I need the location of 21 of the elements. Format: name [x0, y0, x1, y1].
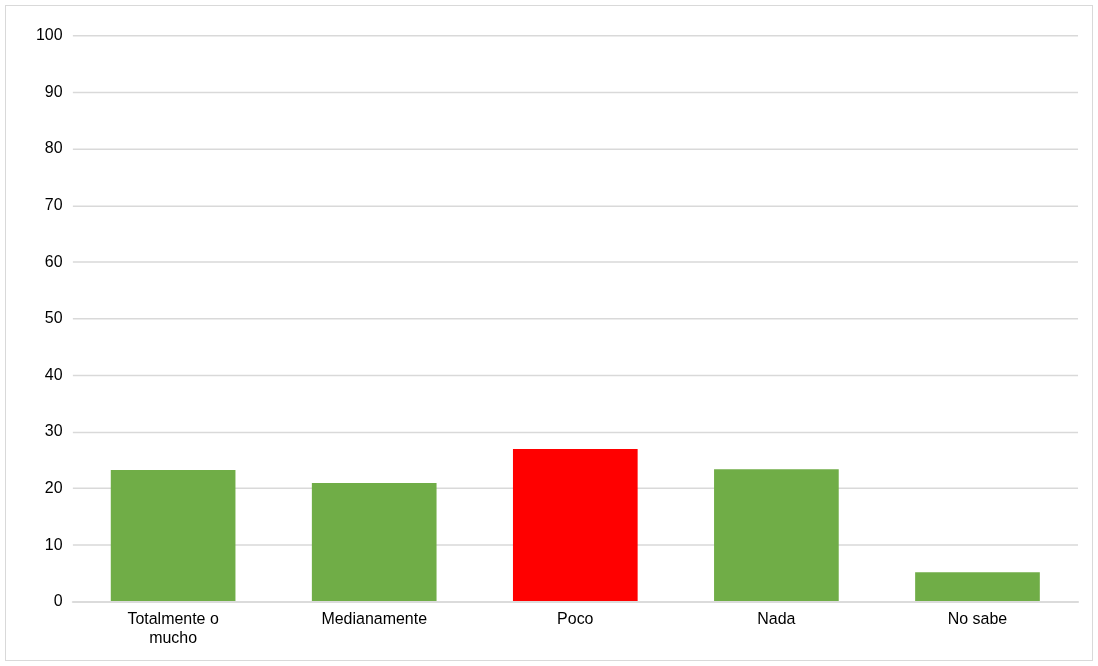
y-tick-label: 40 [44, 365, 63, 383]
y-tick-label: 30 [44, 422, 63, 440]
x-tick-label: Totalmente o mucho [127, 609, 219, 646]
bar [311, 482, 437, 602]
bar [714, 469, 839, 602]
x-tick-label: No sabe [947, 609, 1008, 627]
y-tick-label: 100 [35, 26, 63, 44]
x-tick-label: Poco [557, 609, 594, 627]
bar [110, 469, 236, 602]
y-tick-label: 60 [44, 252, 63, 270]
y-tick-label: 0 [53, 592, 63, 610]
y-tick-label: 80 [44, 139, 63, 157]
bar [915, 572, 1040, 602]
x-tick-label: Medianamente [321, 609, 428, 627]
bar [512, 448, 638, 602]
y-tick-label: 20 [44, 479, 63, 496]
y-tick-label: 70 [44, 196, 63, 214]
y-tick-label: 10 [44, 535, 63, 553]
y-tick-label: 90 [44, 82, 63, 100]
x-tick-label: Nada [757, 609, 796, 627]
y-tick-label: 50 [44, 309, 63, 327]
